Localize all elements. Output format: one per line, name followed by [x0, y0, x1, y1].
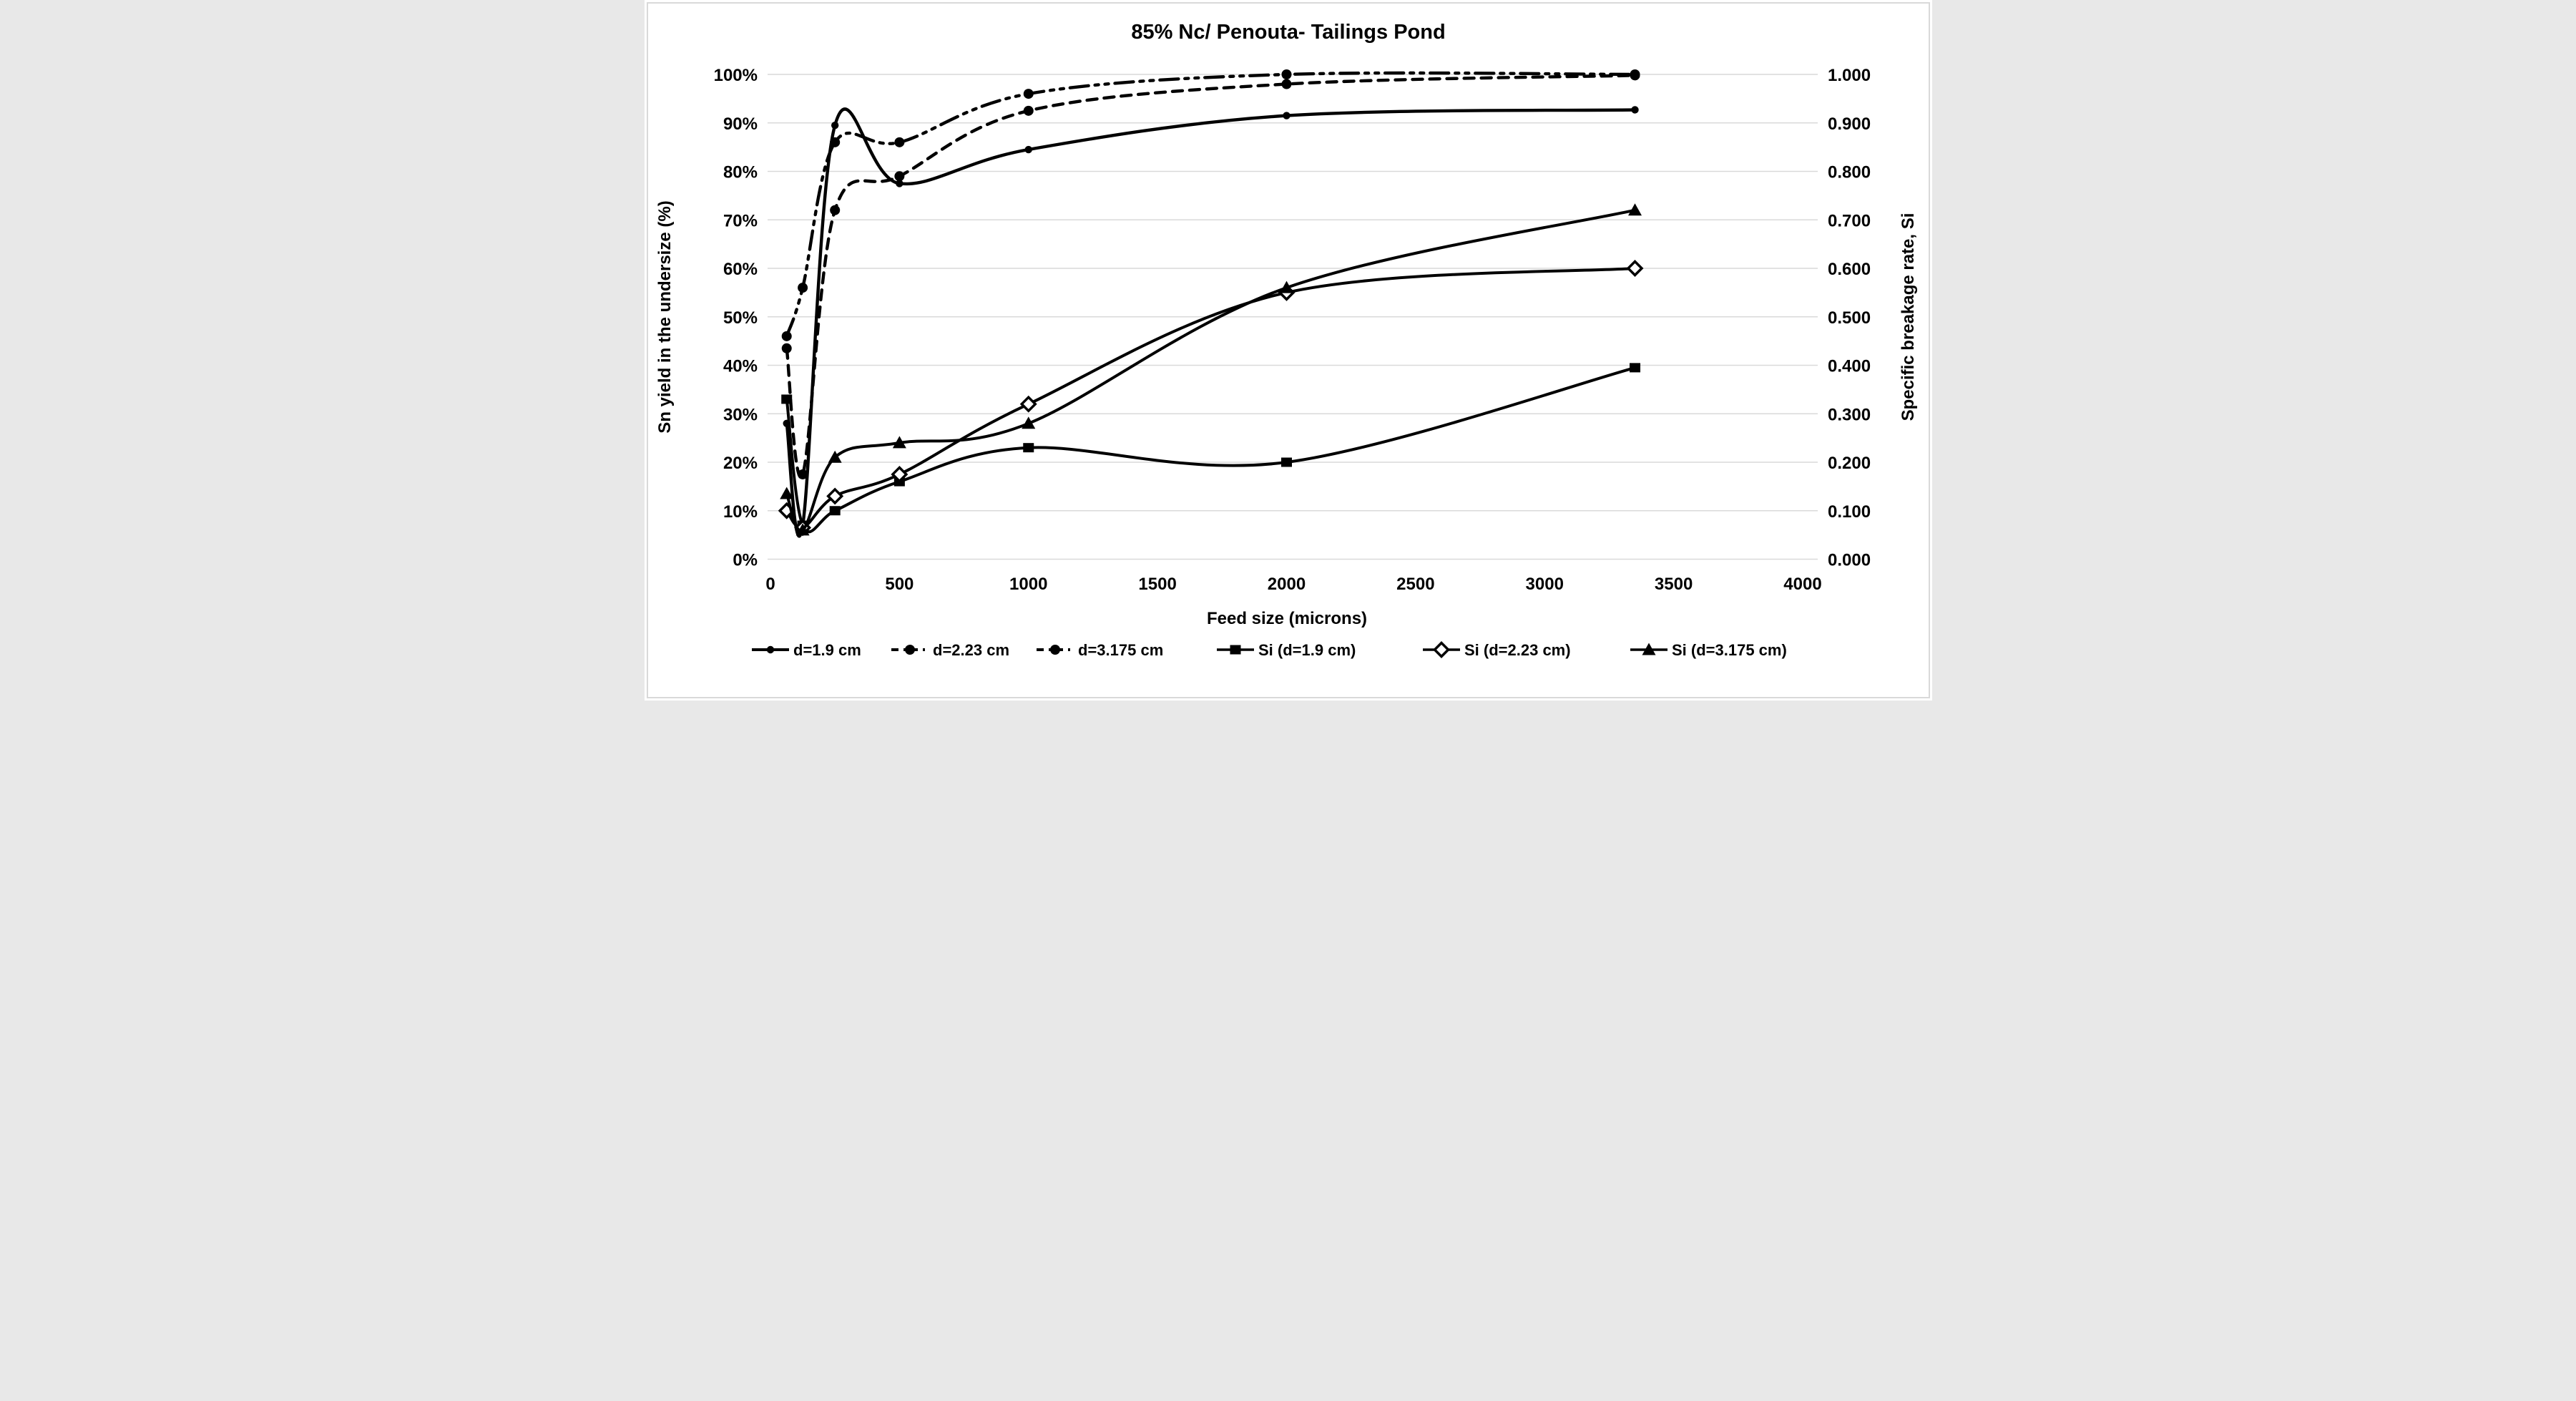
right-tick-label: 0.600 — [1828, 260, 1871, 279]
marker-circle — [781, 331, 791, 341]
marker-square — [1281, 458, 1292, 467]
left-tick-label: 30% — [723, 405, 757, 424]
right-tick-label: 0.200 — [1828, 454, 1871, 473]
marker-circle-small — [1283, 112, 1290, 119]
legend-label: Si (d=2.23 cm) — [1464, 641, 1571, 659]
marker-circle — [894, 171, 904, 181]
x-tick-label: 2500 — [1396, 575, 1434, 594]
x-tick-label: 2000 — [1267, 575, 1305, 594]
x-axis-title: Feed size (microns) — [1206, 609, 1366, 628]
x-tick-label: 1000 — [1009, 575, 1047, 594]
left-tick-label: 40% — [723, 357, 757, 376]
x-tick-label: 3000 — [1525, 575, 1563, 594]
chart-title: 85% Nc/ Penouta- Tailings Pond — [1131, 21, 1445, 44]
legend-label: Si (d=1.9 cm) — [1258, 641, 1356, 659]
right-tick-label: 0.400 — [1828, 357, 1871, 376]
marker-circle-small — [1631, 106, 1638, 113]
marker-circle — [1281, 79, 1291, 89]
marker-square — [829, 506, 840, 515]
left-tick-label: 80% — [723, 163, 757, 182]
right-tick-label: 0.300 — [1828, 405, 1871, 424]
marker-circle — [781, 343, 791, 353]
chart-window: 0% 10% 20% 30% 40% 50% 60% 70% 80% 90% 100% 0.000 0… — [645, 0, 1932, 700]
x-tick-label: 500 — [885, 575, 914, 594]
marker-circle — [830, 205, 840, 215]
marker-circle — [1630, 69, 1640, 79]
marker-circle-small — [1024, 146, 1032, 153]
marker-circle — [798, 469, 808, 479]
right-tick-label: 0.500 — [1828, 308, 1871, 328]
marker-circle — [894, 137, 904, 147]
right-tick-label: 0.700 — [1828, 211, 1871, 230]
marker-circle — [830, 137, 840, 147]
chart-background — [645, 0, 1932, 700]
legend-label: d=2.23 cm — [933, 641, 1009, 659]
left-tick-label: 10% — [723, 502, 757, 522]
right-tick-label: 0.100 — [1828, 502, 1871, 522]
left-tick-label: 60% — [723, 260, 757, 279]
right-tick-label: 1.000 — [1828, 66, 1871, 85]
marker-circle — [1023, 89, 1033, 99]
legend-label: Si (d=3.175 cm) — [1672, 641, 1787, 659]
left-tick-label: 50% — [723, 308, 757, 328]
right-tick-label: 0.900 — [1828, 114, 1871, 134]
left-tick-label: 100% — [713, 66, 757, 85]
legend-label: d=1.9 cm — [793, 641, 861, 659]
right-tick-label: 0.000 — [1828, 551, 1871, 570]
right-axis-title: Specific breakage rate, Si — [1899, 213, 1918, 421]
legend-label: d=3.175 cm — [1078, 641, 1163, 659]
x-tick-label: 3500 — [1654, 575, 1692, 594]
marker-circle — [905, 645, 915, 655]
marker-circle — [1023, 106, 1033, 116]
left-tick-label: 90% — [723, 114, 757, 134]
marker-circle-small — [766, 646, 773, 653]
left-axis-title: Sn yield in the undersize (%) — [655, 200, 675, 433]
marker-square — [1630, 363, 1640, 372]
marker-square — [781, 394, 792, 404]
line-chart: 0% 10% 20% 30% 40% 50% 60% 70% 80% 90% 100% 0.000 0… — [645, 0, 1932, 700]
marker-square — [1230, 645, 1240, 655]
x-tick-label: 4000 — [1783, 575, 1821, 594]
marker-circle — [1050, 645, 1060, 655]
right-tick-label: 0.800 — [1828, 163, 1871, 182]
x-tick-label: 1500 — [1138, 575, 1176, 594]
left-tick-label: 70% — [723, 211, 757, 230]
marker-circle-small — [831, 122, 838, 129]
marker-circle — [1281, 69, 1291, 79]
marker-square — [1023, 443, 1034, 452]
left-tick-label: 20% — [723, 454, 757, 473]
x-tick-label: 0 — [765, 575, 775, 594]
marker-circle — [798, 283, 808, 293]
left-tick-label: 0% — [733, 551, 758, 570]
